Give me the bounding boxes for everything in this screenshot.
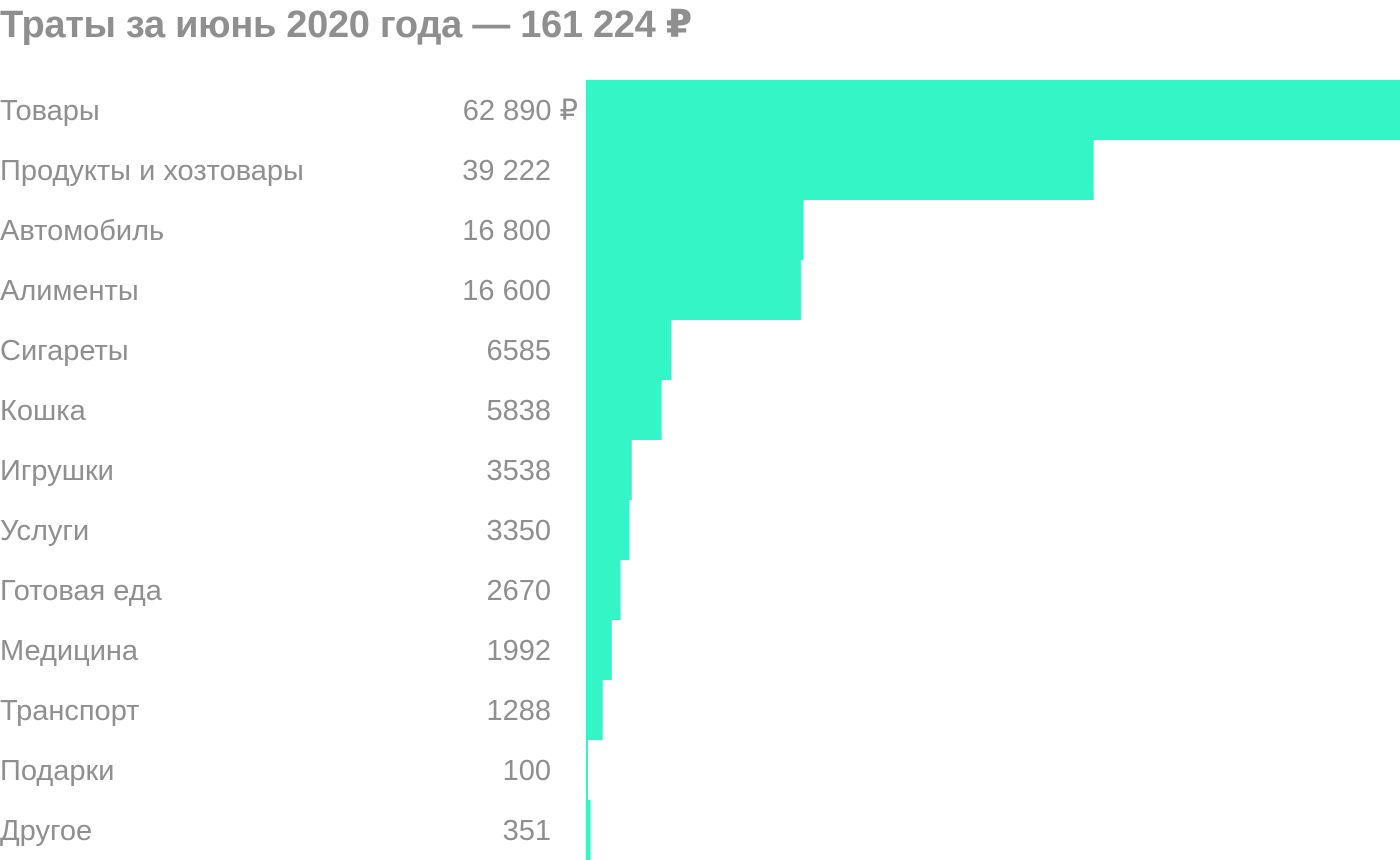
value-label: 1288 [486, 695, 551, 727]
value-label: 1992 [486, 635, 551, 667]
category-label: Товары [0, 95, 100, 127]
value-label: 351 [503, 815, 551, 847]
category-label: Автомобиль [0, 215, 164, 247]
bar [586, 260, 801, 320]
category-label: Сигареты [0, 335, 129, 367]
bars [586, 80, 1400, 860]
value-labels: 62 890 ₽ 39 222 16 800 16 600 6585 5838 3538 33… [462, 95, 578, 847]
category-label: Подарки [0, 755, 114, 787]
value-label: 6585 [486, 335, 551, 367]
category-label: Готовая еда [0, 575, 163, 607]
value-label: 16 600 [462, 275, 551, 307]
value-label: 100 [503, 755, 551, 787]
value-label: 16 800 [462, 215, 551, 247]
category-label: Транспорт [0, 695, 139, 727]
category-label: Игрушки [0, 455, 114, 487]
value-label: 3350 [486, 515, 551, 547]
bar [586, 440, 632, 500]
category-label: Продукты и хозтовары [0, 155, 304, 187]
bar [586, 680, 603, 740]
category-label: Алименты [0, 275, 139, 307]
chart-title: Траты за июнь 2020 года — 161 224 ₽ [0, 4, 692, 46]
category-label: Медицина [0, 635, 139, 667]
bar [586, 740, 588, 800]
value-label: 39 222 [462, 155, 551, 187]
value-label: 2670 [486, 575, 551, 607]
bar [586, 320, 672, 380]
bar [586, 200, 804, 260]
category-labels: Товары Продукты и хозтовары Автомобиль Алим… [0, 95, 304, 847]
value-label: 3538 [486, 455, 551, 487]
bar [586, 800, 591, 860]
value-label: 62 890 ₽ [463, 95, 578, 127]
bar [586, 380, 662, 440]
category-label: Кошка [0, 395, 87, 427]
bar [586, 80, 1400, 140]
bar [586, 620, 612, 680]
bar [586, 140, 1094, 200]
value-label: 5838 [486, 395, 551, 427]
category-label: Другое [0, 815, 92, 847]
bar [586, 500, 630, 560]
bar [586, 560, 621, 620]
category-label: Услуги [0, 515, 89, 547]
